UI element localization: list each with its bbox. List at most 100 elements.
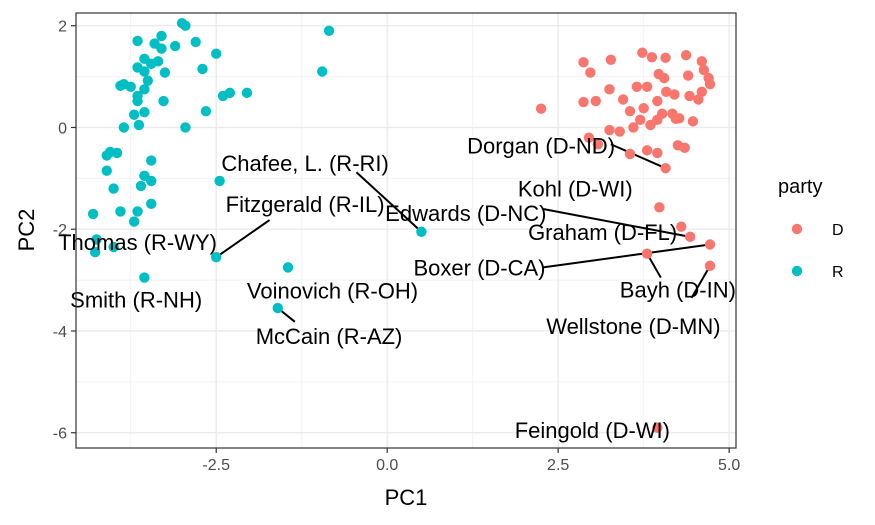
label-wellstone-d-mn: Wellstone (D-MN) [546,314,720,339]
point-d [641,145,653,156]
point-r [118,122,130,133]
point-r [132,95,143,107]
y-axis-ticks: -6 -4 -2 0 2 [53,19,76,443]
point-d [535,103,547,114]
point-r [158,95,169,107]
point-d [641,248,653,259]
point-d [676,221,687,232]
point-d [624,148,636,160]
point-d [635,114,646,126]
point-r [139,272,150,283]
label-boxer-d-ca: Boxer (D-CA) [414,255,546,280]
point-d [669,89,680,100]
point-r [190,36,201,48]
point-d [652,114,663,126]
point-d [684,90,695,102]
point-d [605,54,617,66]
point-r [139,66,150,77]
point-r [146,155,157,166]
point-d [652,147,663,159]
point-r [323,25,335,37]
y-tick-label: -4 [53,324,67,341]
point-d [590,95,601,107]
point-d [687,116,699,127]
point-r [139,84,150,95]
point-d [704,239,716,250]
x-tick-label: -2.5 [202,457,230,474]
point-r [156,30,167,42]
label-thomas-r-wy: Thomas (R-WY) [58,230,217,255]
point-d [578,96,589,108]
point-r [128,216,140,227]
x-tick-label: 0.0 [376,457,398,474]
legend: party D R [778,176,844,281]
point-labels: Chafee, L. (R-RI) Fitzgerald (R-IL) Thomas… [58,133,736,443]
point-r [133,119,145,131]
point-r [317,66,328,77]
label-voinovich-r-oh: Voinovich (R-OH) [247,278,418,303]
point-d [641,81,653,92]
label-kohl-d-wi: Kohl (D-WI) [518,177,633,202]
point-d [578,57,589,68]
point-r [101,165,112,176]
point-r [146,175,157,187]
plot-panel-background [76,13,736,448]
point-d [660,162,671,174]
point-r [180,20,191,31]
point-r [211,48,222,59]
point-r [282,262,294,273]
point-r [224,87,236,99]
data-points [87,17,716,433]
point-d [661,86,672,98]
point-d [631,81,643,92]
x-tick-label: 5.0 [718,457,740,474]
point-r [108,183,119,194]
point-r [142,75,154,86]
x-axis-ticks: -2.5 0.0 2.5 5.0 [202,448,740,474]
point-d [682,70,694,81]
point-r [197,63,208,75]
point-d [604,124,615,136]
y-axis-title: PC2 [14,209,39,252]
point-r [128,109,140,120]
point-r [241,87,253,99]
point-r [156,43,167,54]
y-tick-label: 0 [58,120,67,137]
point-r [200,105,212,117]
point-r [211,252,222,263]
point-r [146,58,157,70]
point-d [614,126,625,137]
point-r [132,35,143,47]
point-r [180,122,191,133]
label-dorgan-d-nd: Dorgan (D-ND) [467,133,615,158]
point-d [704,260,716,272]
point-r [416,226,427,237]
point-r [115,80,126,91]
point-d [637,47,648,58]
point-d [585,67,596,78]
point-r [169,40,181,52]
point-r [146,198,157,209]
point-r [108,241,119,253]
label-edwards-d-nc: Edwards (D-NC) [385,201,546,226]
point-r [139,107,150,118]
point-d [679,142,690,154]
legend-key-d [791,223,803,235]
point-d [646,52,658,63]
point-d [693,94,704,105]
legend-key-r [791,265,803,277]
point-r [87,208,99,220]
point-r [159,67,171,78]
x-tick-label: 2.5 [547,457,569,474]
point-d [680,50,692,61]
plot-panel-border [75,12,737,449]
point-d [696,56,708,67]
point-r [91,234,102,245]
point-d [684,231,696,243]
legend-label-d: D [832,222,844,239]
label-bayh-d-in: Bayh (D-IN) [620,277,736,302]
label-feingold-d-wi: Feingold (D-WI) [515,418,670,443]
label-fitzgerald-r-il: Fitzgerald (R-IL) [226,192,385,217]
point-d [592,139,604,150]
